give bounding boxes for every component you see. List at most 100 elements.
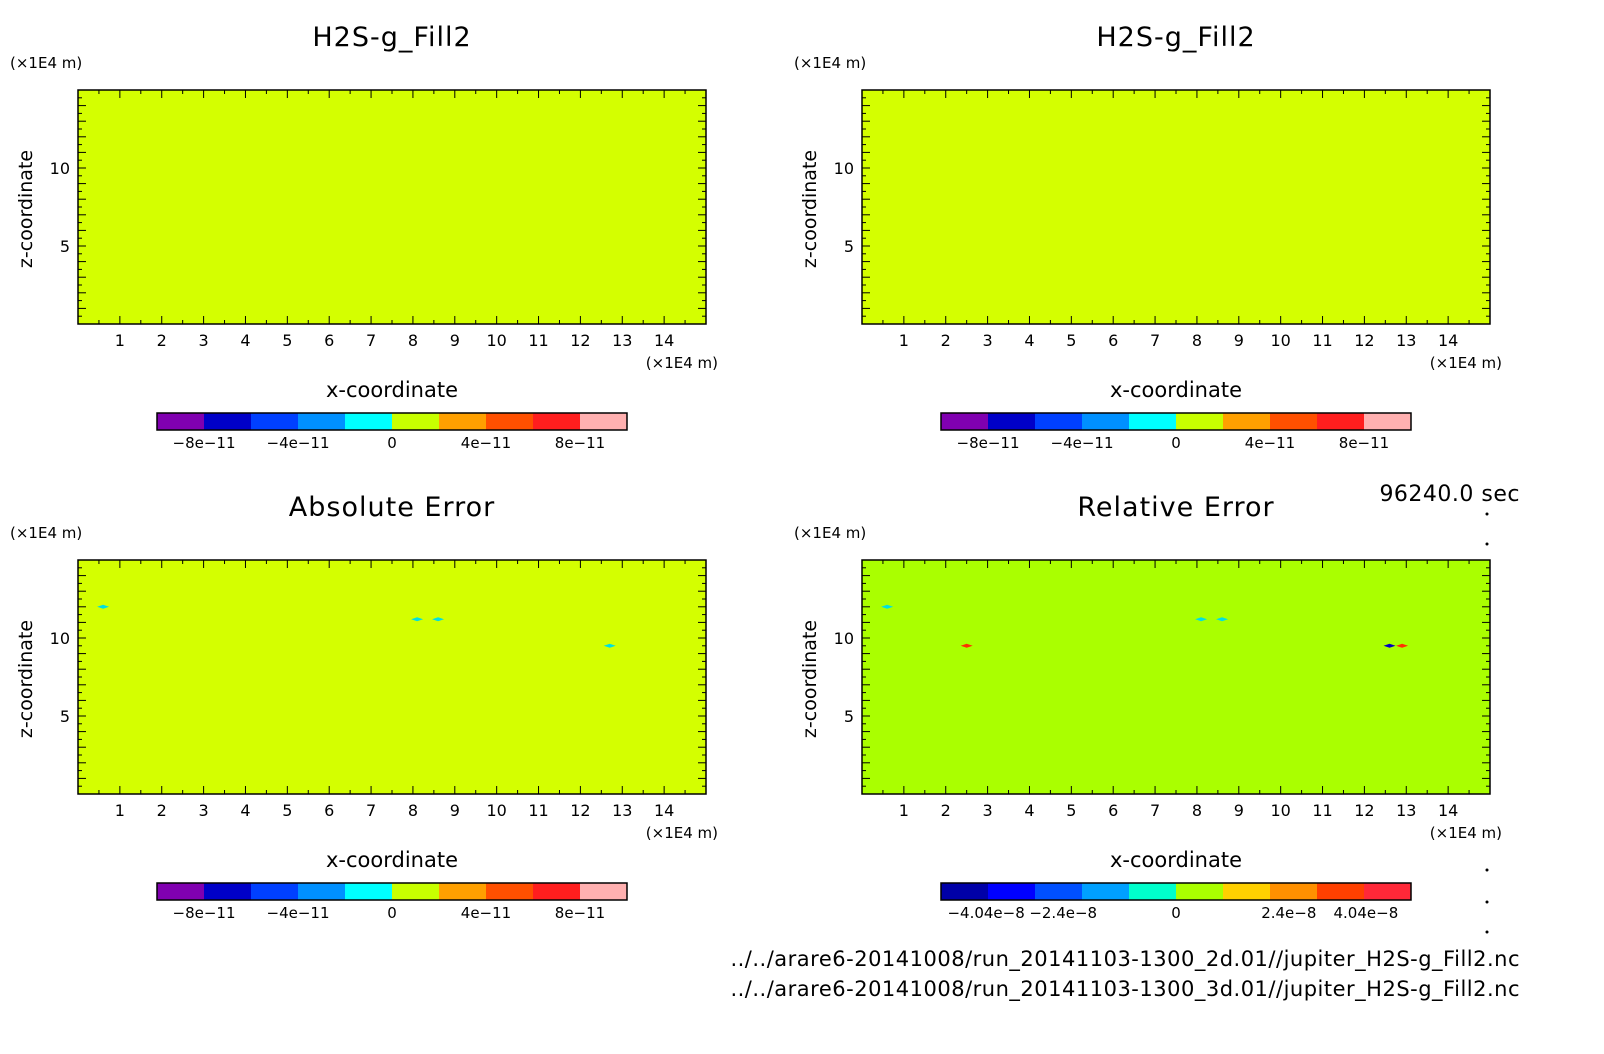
x-tick-label: 8 xyxy=(408,331,418,350)
x-tick-label: 10 xyxy=(1270,801,1290,820)
edge-dot xyxy=(1485,900,1489,904)
colorbar-segment xyxy=(1317,413,1365,430)
heatmap-field xyxy=(862,90,1490,324)
y-axis-label: z-coordinate xyxy=(15,620,37,738)
colorbar-tick-label: 0 xyxy=(1171,904,1181,922)
x-tick-label: 13 xyxy=(612,331,632,350)
x-tick-label: 4 xyxy=(1024,331,1034,350)
panel-title: Absolute Error xyxy=(289,492,495,523)
colorbar-segment xyxy=(298,883,346,900)
edge-dot xyxy=(1485,512,1489,516)
colorbar-segment xyxy=(988,413,1036,430)
colorbar-segment xyxy=(1082,413,1130,430)
colorbar-segment xyxy=(941,883,989,900)
colorbar-segment xyxy=(533,883,581,900)
y-tick-label: 5 xyxy=(844,707,854,726)
x-tick-label: 12 xyxy=(1354,331,1374,350)
heatmap-field xyxy=(78,90,706,324)
y-unit-label: (×1E4 m) xyxy=(10,54,82,72)
colorbar-tick-label: 0 xyxy=(1171,434,1181,452)
colorbar-segment xyxy=(392,413,440,430)
x-tick-label: 12 xyxy=(1354,801,1374,820)
x-tick-label: 1 xyxy=(115,331,125,350)
colorbar-tick-label: 2.4e−8 xyxy=(1261,904,1316,922)
x-tick-label: 9 xyxy=(1234,331,1244,350)
colorbar-tick-label: 4.04e−8 xyxy=(1334,904,1399,922)
x-tick-label: 4 xyxy=(240,331,250,350)
colorbar-tick-label: 8e−11 xyxy=(555,904,605,922)
colorbar-frame xyxy=(940,412,1412,431)
x-tick-label: 6 xyxy=(1108,801,1118,820)
x-tick-label: 1 xyxy=(899,801,909,820)
colorbar-segment xyxy=(988,883,1036,900)
x-tick-label: 10 xyxy=(486,331,506,350)
colorbar-segment xyxy=(439,883,487,900)
panel-title: Relative Error xyxy=(1077,492,1274,523)
y-tick-label: 5 xyxy=(60,237,70,256)
time-label: 96240.0 sec xyxy=(1379,482,1520,507)
colorbar-segment xyxy=(1129,883,1177,900)
y-axis-label: z-coordinate xyxy=(799,150,821,268)
colorbar-tick-label: −8e−11 xyxy=(173,904,236,922)
x-tick-label: 12 xyxy=(570,801,590,820)
x-tick-label: 9 xyxy=(450,801,460,820)
colorbar-tick-label: −8e−11 xyxy=(957,434,1020,452)
x-tick-label: 8 xyxy=(408,801,418,820)
x-tick-label: 5 xyxy=(1066,331,1076,350)
colorbar-tick-label: −8e−11 xyxy=(173,434,236,452)
y-unit-label: (×1E4 m) xyxy=(794,54,866,72)
x-tick-label: 3 xyxy=(983,331,993,350)
colorbar-tick-label: 4e−11 xyxy=(461,434,511,452)
x-tick-label: 11 xyxy=(1312,801,1332,820)
colorbar-segment xyxy=(580,883,628,900)
x-tick-label: 9 xyxy=(450,331,460,350)
x-tick-label: 4 xyxy=(240,801,250,820)
y-axis-label: z-coordinate xyxy=(15,150,37,268)
colorbar-frame xyxy=(156,882,628,901)
x-tick-label: 10 xyxy=(486,801,506,820)
colorbar-segment xyxy=(1082,883,1130,900)
y-axis-label: z-coordinate xyxy=(799,620,821,738)
edge-dot xyxy=(1485,868,1489,872)
y-tick-label: 5 xyxy=(844,237,854,256)
x-tick-label: 14 xyxy=(654,331,674,350)
x-tick-label: 13 xyxy=(612,801,632,820)
panel-2: H2S-g_Fill2(×1E4 m)1 2 3 4 5 6 7 8 9 10 11 12 13 1451… xyxy=(794,22,1502,452)
x-unit-label: (×1E4 m) xyxy=(646,354,718,372)
heatmap-anomaly xyxy=(411,617,424,622)
x-tick-label: 2 xyxy=(941,331,951,350)
panel-3: Absolute Error(×1E4 m)1 2 3 4 5 6 7 8 9 10 11 12 13 1… xyxy=(10,492,718,922)
x-tick-label: 2 xyxy=(157,801,167,820)
colorbar-segment xyxy=(1176,413,1224,430)
colorbar-segment xyxy=(251,883,299,900)
x-axis-label: x-coordinate xyxy=(326,378,458,402)
y-tick-label: 5 xyxy=(60,707,70,726)
colorbar-frame xyxy=(940,882,1412,901)
x-tick-label: 7 xyxy=(366,331,376,350)
heatmap-anomaly xyxy=(960,643,973,648)
x-tick-label: 7 xyxy=(366,801,376,820)
x-tick-label: 14 xyxy=(1438,801,1458,820)
x-tick-label: 4 xyxy=(1024,801,1034,820)
x-tick-label: 2 xyxy=(941,801,951,820)
edge-dot xyxy=(1485,542,1489,546)
x-tick-label: 7 xyxy=(1150,801,1160,820)
colorbar-segment xyxy=(486,413,534,430)
x-tick-label: 5 xyxy=(1066,801,1076,820)
x-tick-label: 9 xyxy=(1234,801,1244,820)
colorbar-segment xyxy=(157,883,205,900)
colorbar-segment xyxy=(204,413,252,430)
x-tick-label: 14 xyxy=(1438,331,1458,350)
heatmap-anomaly xyxy=(432,617,445,622)
colorbar-tick-label: −4e−11 xyxy=(1051,434,1114,452)
heatmap-anomaly xyxy=(1216,617,1229,622)
y-tick-label: 10 xyxy=(834,159,854,178)
colorbar-segment xyxy=(1317,883,1365,900)
colorbar-segment xyxy=(533,413,581,430)
x-tick-label: 11 xyxy=(528,801,548,820)
colorbar-tick-label: 8e−11 xyxy=(1339,434,1389,452)
colorbar-segment xyxy=(392,883,440,900)
x-tick-label: 13 xyxy=(1396,331,1416,350)
colorbar-tick-label: 4e−11 xyxy=(461,904,511,922)
colorbar-segment xyxy=(1035,413,1083,430)
